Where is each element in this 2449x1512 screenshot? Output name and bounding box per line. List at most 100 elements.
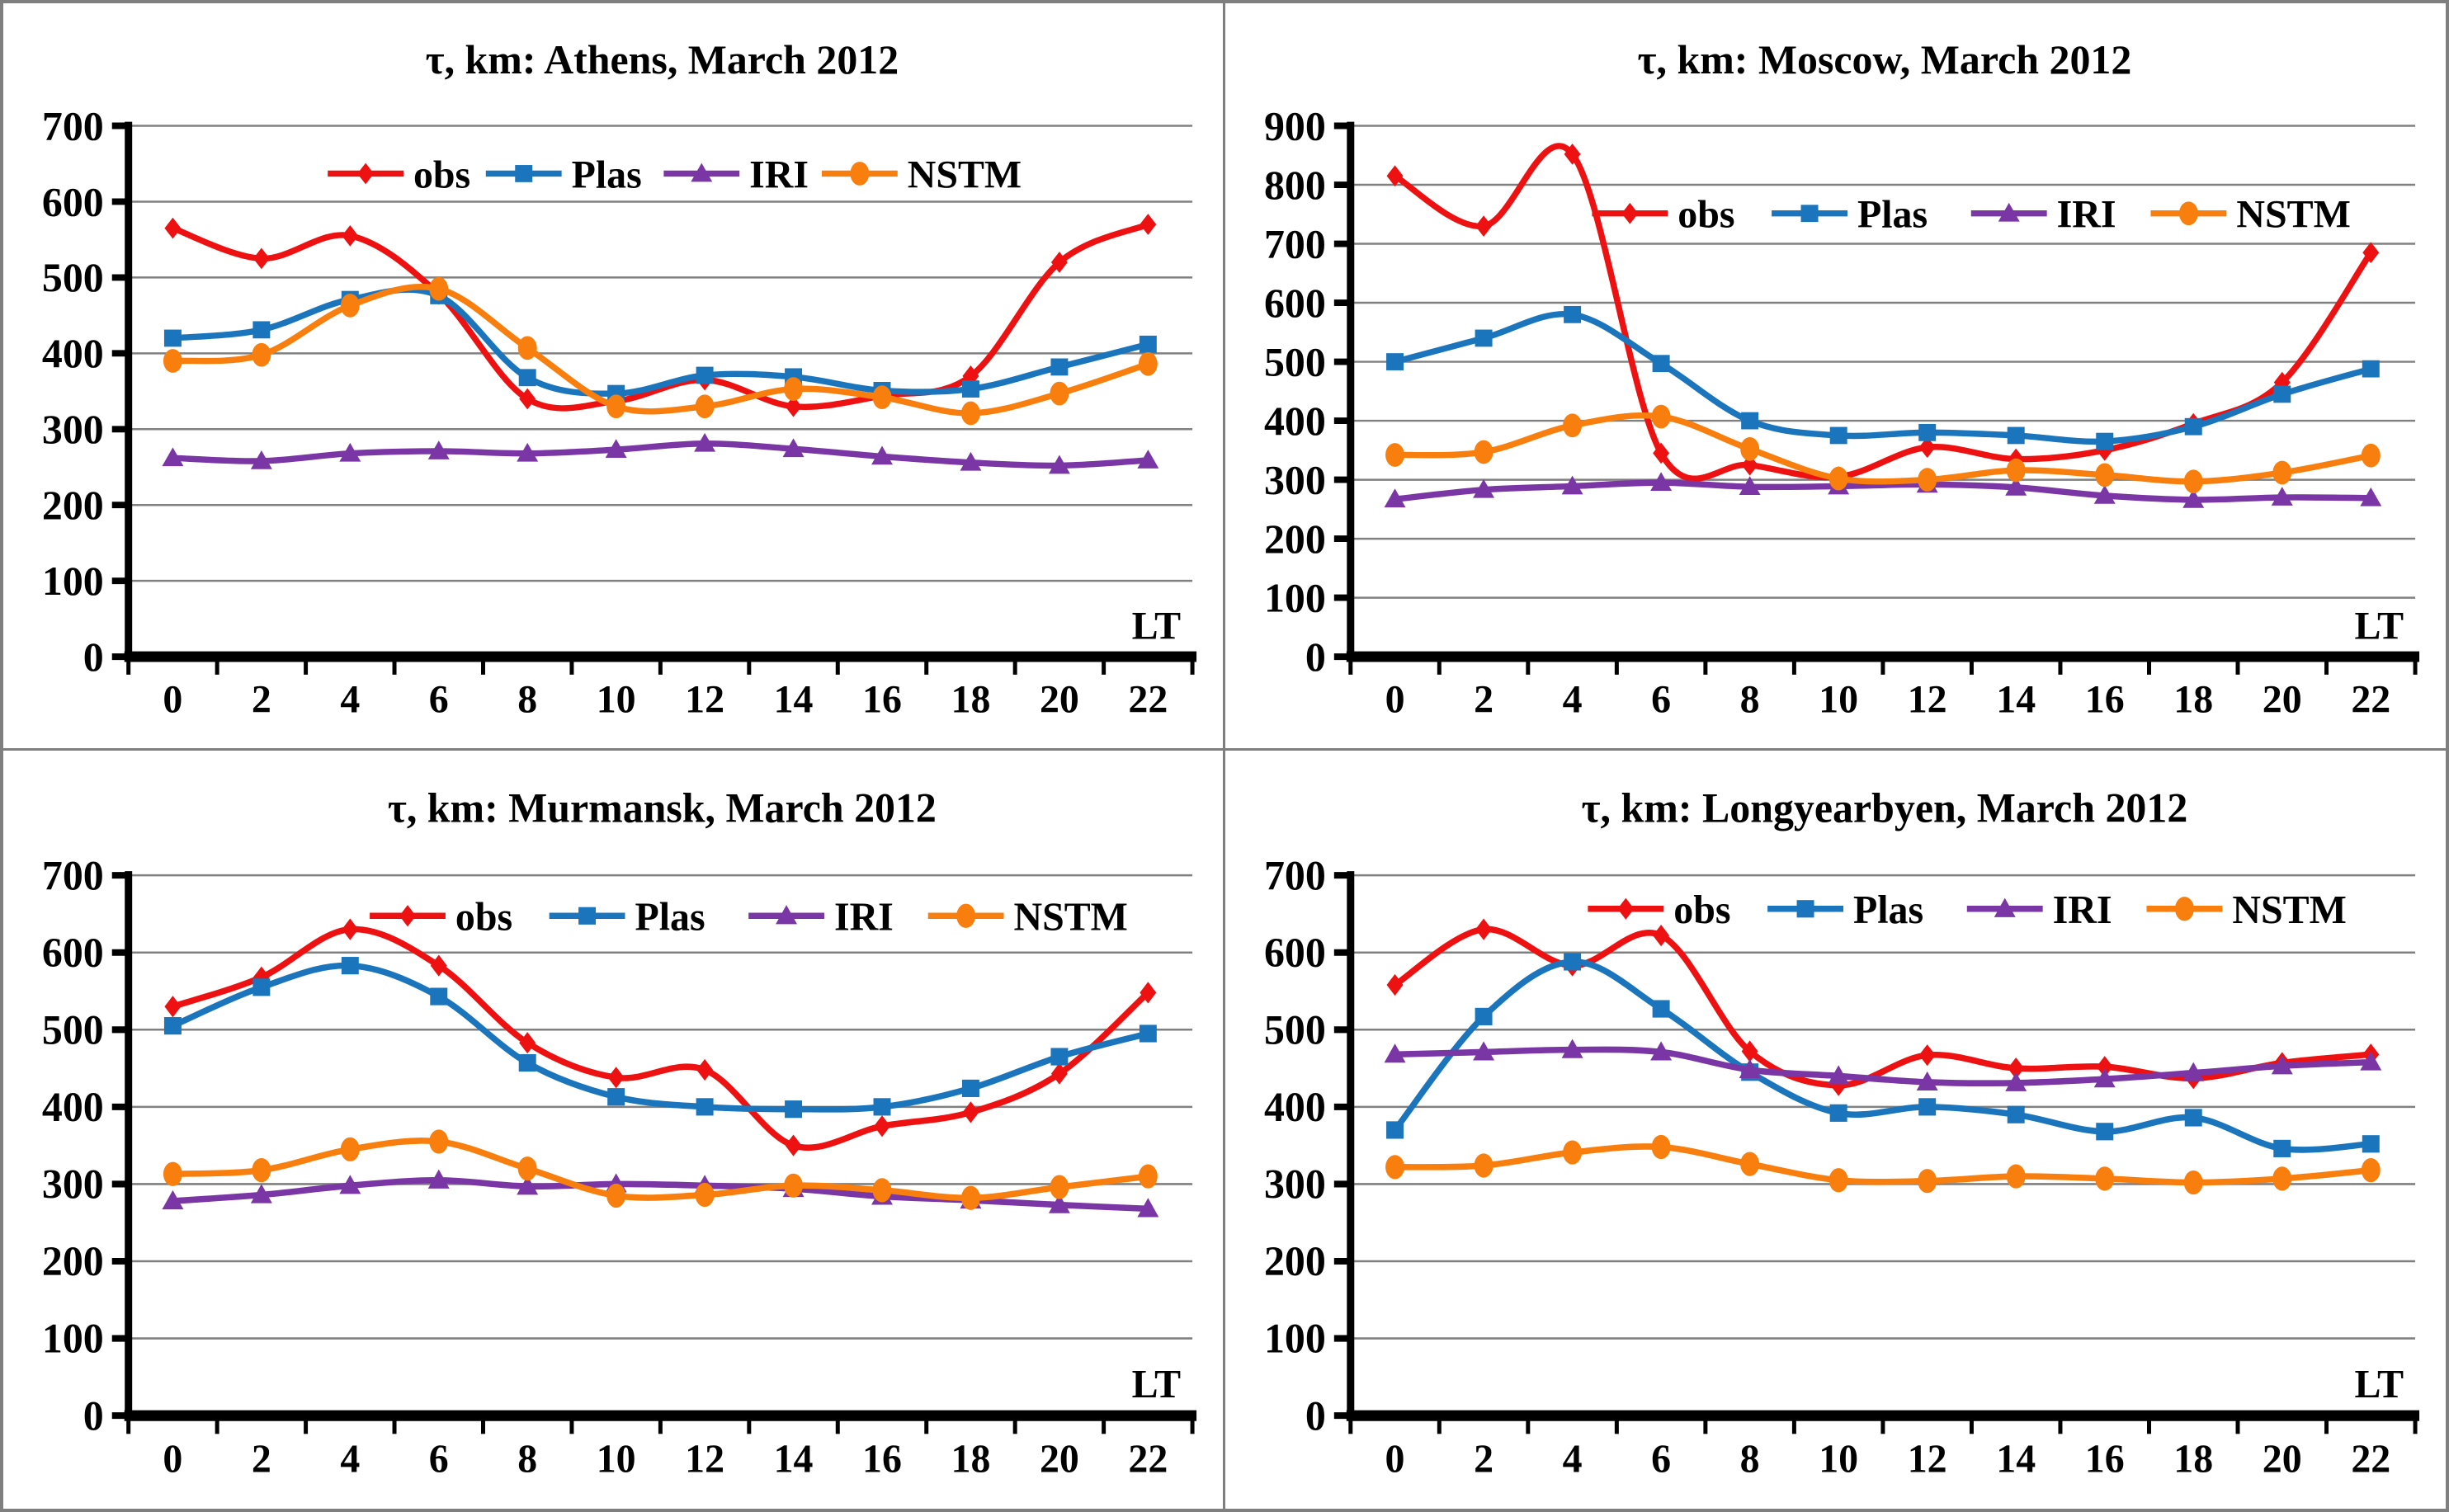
y-axis: 0 100 200 300 400 500 600 700 (42, 104, 133, 680)
legend-label: Plas (1857, 193, 1928, 237)
x-tick-label: 10 (1819, 1437, 1858, 1481)
x-axis: 0 2 4 6 8 10 12 14 16 18 20 22 (1346, 651, 2420, 722)
x-tick-label: 12 (1908, 678, 1947, 722)
y-tick-label: 600 (1264, 930, 1326, 976)
legend-item-Plas: Plas (1767, 888, 1923, 932)
y-tick-label: 100 (1264, 1315, 1326, 1361)
legend-label: IRI (2053, 888, 2112, 932)
series-NSTM (1385, 1134, 2381, 1195)
x-axis: 0 2 4 6 8 10 12 14 16 18 20 22 (1346, 1410, 2420, 1481)
legend-label: NSTM (2236, 193, 2350, 237)
x-tick-label: 22 (1128, 678, 1168, 722)
legend-label: obs (455, 895, 512, 939)
y-tick-label: 100 (1264, 576, 1326, 621)
y-tick-label: 0 (1305, 1392, 1326, 1439)
y-tick-label: 0 (83, 1392, 104, 1439)
x-tick-label: 20 (1040, 1437, 1079, 1481)
series-NSTM (163, 276, 1158, 426)
x-axis-unit-label: LT (2355, 1363, 2404, 1406)
x-tick-label: 16 (2085, 678, 2125, 722)
x-tick-label: 4 (1563, 1437, 1583, 1481)
x-tick-label: 6 (1651, 678, 1671, 722)
legend-item-NSTM: NSTM (2146, 888, 2347, 932)
x-tick-label: 18 (2173, 678, 2213, 722)
y-tick-label: 500 (42, 1006, 104, 1053)
moscow-chart-canvas: τ, km: Moscow, March 2012 01002003004005… (1264, 37, 2420, 722)
y-tick-label: 200 (1264, 516, 1326, 562)
x-tick-label: 20 (2263, 1437, 2302, 1481)
y-axis: 0 100 200 300 400 500 600 700 (42, 852, 133, 1439)
x-tick-label: 0 (1385, 678, 1405, 722)
x-tick-label: 8 (1740, 678, 1760, 722)
legend-label: Plas (1853, 888, 1923, 932)
legend-item-obs: obs (1592, 193, 1735, 237)
x-tick-label: 14 (774, 678, 814, 722)
legend-item-NSTM: NSTM (927, 895, 1128, 939)
y-tick-label: 400 (1264, 1084, 1326, 1130)
legend-label: IRI (834, 895, 894, 939)
x-tick-label: 0 (163, 1437, 182, 1481)
series-NSTM (163, 1129, 1158, 1210)
x-tick-label: 0 (1385, 1437, 1405, 1481)
y-tick-label: 300 (1264, 1161, 1326, 1207)
x-axis: 0 2 4 6 8 10 12 14 16 18 20 22 (124, 1410, 1197, 1481)
x-tick-label: 10 (1819, 678, 1858, 722)
x-tick-label: 16 (862, 678, 902, 722)
chart-title: τ, km: Longyearbyen, March 2012 (1582, 784, 2188, 831)
y-tick-label: 400 (42, 331, 104, 376)
legend-label: NSTM (2232, 888, 2346, 932)
x-tick-label: 2 (252, 678, 271, 722)
x-tick-label: 20 (2263, 678, 2302, 722)
chart-panel-moscow: τ, km: Moscow, March 2012 0 100 200 300 400 5… (1225, 3, 2446, 748)
y-tick-label: 0 (83, 634, 104, 680)
legend-item-Plas: Plas (1772, 193, 1928, 237)
x-tick-label: 6 (429, 678, 449, 722)
series-IRI (162, 432, 1159, 474)
gridlines (1350, 125, 2416, 599)
chart-panel-longyearbyen: τ, km: Longyearbyen, March 2012 0 100 200 3… (1225, 751, 2446, 1509)
legend-label: IRI (749, 153, 809, 196)
x-tick-label: 12 (685, 678, 724, 722)
legend-item-IRI: IRI (748, 895, 894, 939)
legend-label: IRI (2057, 193, 2116, 237)
legend-item-IRI: IRI (1970, 193, 2116, 237)
legend-item-Plas: Plas (549, 895, 705, 939)
x-tick-label: 12 (1908, 1437, 1947, 1481)
legend-label: obs (413, 153, 470, 196)
x-tick-label: 4 (1563, 678, 1583, 722)
chart-panel-murmansk: τ, km: Murmansk, March 2012 0 100 200 300 40… (3, 751, 1223, 1509)
x-tick-label: 16 (2085, 1437, 2125, 1481)
x-tick-label: 6 (1651, 1437, 1671, 1481)
y-tick-label: 400 (1264, 398, 1326, 444)
x-tick-label: 22 (2351, 678, 2390, 722)
legend-item-obs: obs (370, 895, 512, 939)
x-tick-label: 0 (163, 678, 182, 722)
x-tick-label: 8 (1740, 1437, 1760, 1481)
y-tick-label: 200 (1264, 1238, 1326, 1284)
legend-label: obs (1677, 193, 1734, 237)
y-tick-label: 500 (1264, 340, 1326, 385)
y-tick-label: 700 (42, 852, 104, 898)
legend-item-IRI: IRI (663, 153, 809, 196)
y-axis: 0 100 200 300 400 500 600 700 (1264, 852, 1355, 1439)
x-tick-label: 22 (2351, 1437, 2390, 1481)
x-tick-label: 2 (1474, 1437, 1493, 1481)
y-tick-label: 400 (42, 1084, 104, 1130)
y-tick-label: 600 (42, 930, 104, 976)
x-tick-label: 10 (597, 678, 636, 722)
y-tick-label: 500 (1264, 1006, 1326, 1053)
longyearbyen-chart-canvas: τ, km: Longyearbyen, March 2012 01002003… (1264, 784, 2420, 1481)
x-tick-label: 22 (1128, 1437, 1168, 1481)
legend-item-obs: obs (1588, 888, 1731, 932)
gridlines (128, 125, 1193, 582)
legend: obs Plas IRI NSTM (328, 153, 1022, 196)
x-tick-label: 18 (2173, 1437, 2213, 1481)
x-tick-label: 10 (597, 1437, 636, 1481)
chart-title: τ, km: Murmansk, March 2012 (388, 784, 937, 831)
x-tick-label: 6 (429, 1437, 449, 1481)
series-Plas (1386, 953, 2380, 1157)
y-tick-label: 300 (42, 407, 104, 452)
y-tick-label: 300 (42, 1161, 104, 1207)
y-tick-label: 600 (42, 179, 104, 224)
